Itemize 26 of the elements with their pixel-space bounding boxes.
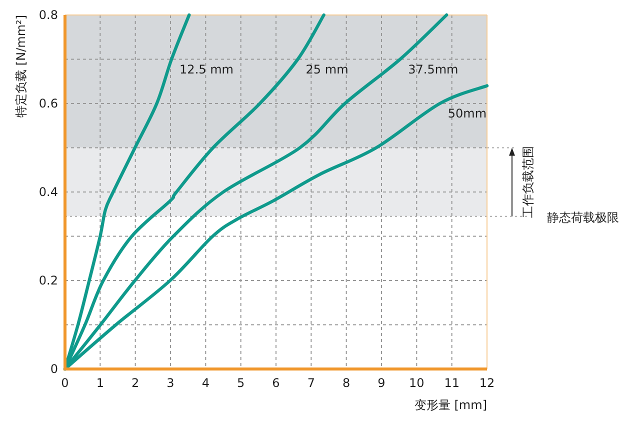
x-tick-label: 10 xyxy=(409,376,424,390)
x-tick-label: 0 xyxy=(61,376,69,390)
series-label: 12.5 mm xyxy=(180,62,234,76)
y-tick-label: 0.8 xyxy=(38,8,58,22)
x-tick-label: 4 xyxy=(202,376,210,390)
band-label: 工作负载范围 xyxy=(521,146,535,218)
x-tick-label: 11 xyxy=(444,376,460,390)
x-tick-label: 5 xyxy=(237,376,245,390)
series-label: 37.5mm xyxy=(408,62,458,76)
series-label: 50mm xyxy=(448,106,487,120)
x-tick-label: 6 xyxy=(272,376,280,390)
y-tick-label: 0 xyxy=(50,362,58,376)
y-axis-title: 特定负载 [N/mm²] xyxy=(14,15,28,118)
x-tick-label: 7 xyxy=(307,376,315,390)
y-tick-label: 0.2 xyxy=(38,274,58,288)
x-tick-label: 8 xyxy=(342,376,350,390)
x-tick-label: 2 xyxy=(132,376,140,390)
y-tick-label: 0.6 xyxy=(38,96,58,110)
x-tick-label: 12 xyxy=(479,376,495,390)
x-tick-label: 3 xyxy=(166,376,174,390)
x-tick-label: 1 xyxy=(96,376,104,390)
x-axis-title: 变形量 [mm] xyxy=(414,398,487,412)
ref-line-label: 静态荷载极限 xyxy=(547,210,619,224)
y-tick-label: 0.4 xyxy=(38,185,58,199)
series-label: 25 mm xyxy=(306,62,348,76)
x-tick-label: 9 xyxy=(378,376,386,390)
